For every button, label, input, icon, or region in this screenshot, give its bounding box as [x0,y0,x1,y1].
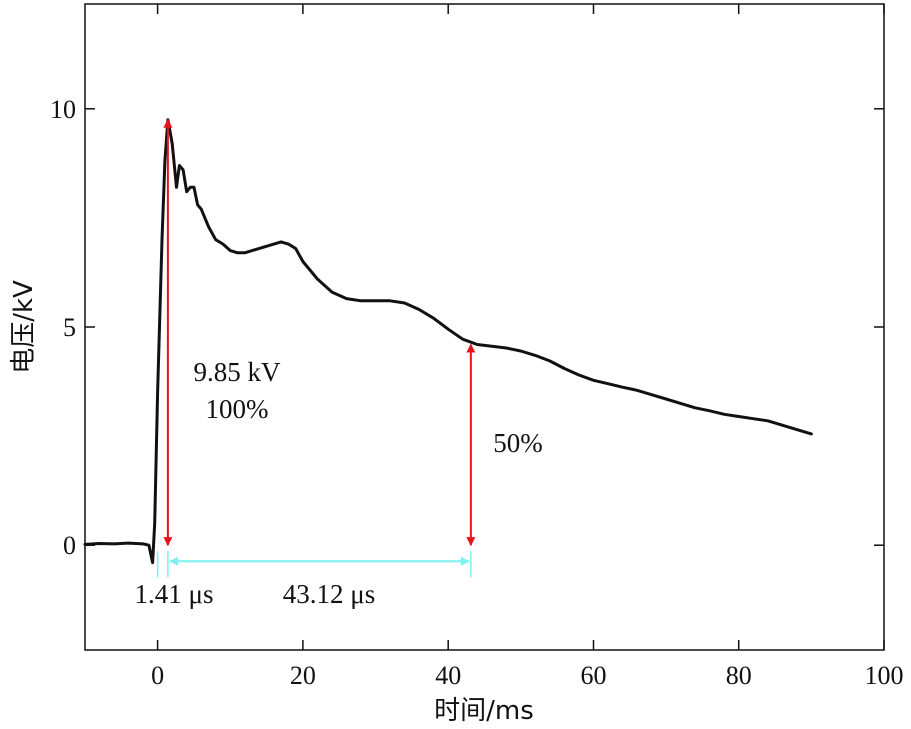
half-time-label: 43.12 μs [283,579,375,609]
plot-frame [84,3,885,651]
waveform-series-line [83,118,813,565]
y-axis-title: 电压/kV [9,280,39,374]
axis-tick-labels: 0 20 40 60 80 100 0 5 10 [50,95,904,690]
y-tick-label: 5 [63,313,76,342]
peak-percent-label: 100% [206,394,269,424]
axis-ticks [85,4,885,650]
x-tick-label: 20 [290,661,316,690]
peak-value-label: 9.85 kV [194,357,282,387]
y-tick-label: 10 [50,95,76,124]
y-tick-label: 0 [63,531,76,560]
x-axis-title: 时间/ms [434,696,534,726]
x-tick-label: 0 [151,661,164,690]
x-tick-label: 60 [581,661,607,690]
annotation-markers [156,118,476,578]
x-tick-label: 100 [865,661,904,690]
x-tick-label: 80 [726,661,752,690]
x-tick-label: 40 [435,661,461,690]
half-percent-label: 50% [493,428,543,458]
rise-time-label: 1.41 μs [135,579,214,609]
